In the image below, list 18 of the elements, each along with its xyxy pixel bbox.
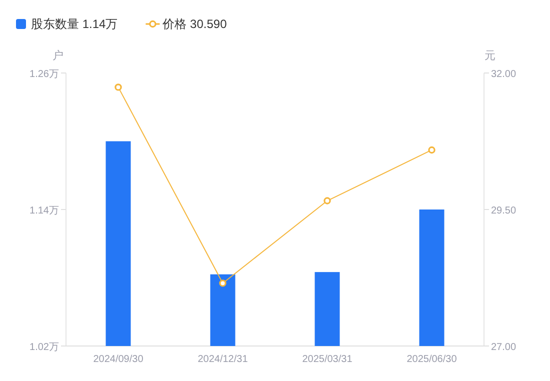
point <box>114 84 122 91</box>
y2-axis-title: 元 <box>484 50 496 62</box>
y2-tick-label: 29.50 <box>491 206 516 216</box>
y-tick-label: 1.14万 <box>30 206 59 216</box>
x-tick-label: 2025/06/30 <box>406 354 458 365</box>
y2-tick-label: 27.00 <box>491 342 516 353</box>
y2-tick-label: 32.00 <box>491 69 516 80</box>
legend-label: 股东数量 1.14万 <box>31 17 118 31</box>
point <box>324 197 331 204</box>
legend-label: 价格 30.590 <box>162 17 228 31</box>
y-tick-label: 1.02万 <box>30 342 59 353</box>
point <box>219 280 226 287</box>
y-axis-title: 户 <box>52 49 64 62</box>
x-tick-label: 2025/03/31 <box>302 354 353 365</box>
point <box>428 146 436 154</box>
x-tick-label: 2024/12/31 <box>198 354 248 365</box>
x-tick-label: 2024/09/30 <box>93 354 144 365</box>
y-tick-label: 1.26万 <box>30 69 59 80</box>
